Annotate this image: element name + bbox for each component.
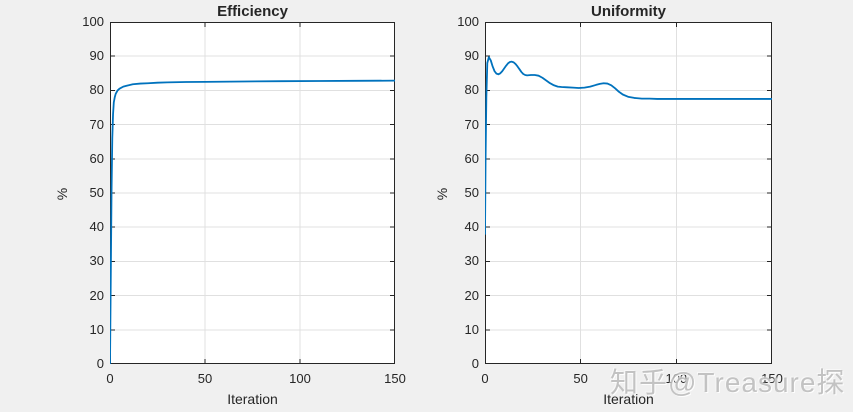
data-line [484,56,773,235]
y-tick-label: 80 [464,82,479,98]
x-tick-label: 50 [197,371,213,386]
y-tick-label: 90 [464,48,479,64]
efficiency-x-axis-label: Iteration [227,391,278,407]
uniformity-plot-area [484,21,773,365]
y-tick-label: 50 [464,185,479,200]
y-tick-label: 40 [89,219,104,235]
y-tick-label: 0 [96,356,104,371]
y-tick-label: 70 [464,116,479,132]
y-tick-label: 90 [89,48,104,64]
x-tick-label: 50 [573,371,588,386]
y-tick-label: 50 [89,185,104,200]
x-tick-label: 150 [384,371,406,386]
y-tick-label: 60 [464,150,479,166]
y-tick-label: 10 [464,321,479,337]
efficiency-chart-title: Efficiency [217,3,288,20]
x-tick-label: 0 [106,371,114,386]
x-tick-label: 100 [665,371,688,386]
y-tick-label: 10 [89,321,104,337]
y-tick-label: 0 [471,356,479,371]
y-tick-label: 70 [89,116,104,132]
uniformity-chart-title: Uniformity [591,3,666,20]
y-tick-label: 100 [82,14,104,29]
y-tick-label: 40 [464,219,479,235]
efficiency-plot-area [109,21,396,365]
y-tick-label: 30 [89,253,104,269]
efficiency-y-axis-label: % [54,187,70,201]
data-line [109,79,396,365]
y-tick-label: 20 [464,287,479,303]
y-tick-label: 80 [89,82,104,98]
y-tick-label: 60 [89,150,104,166]
y-tick-label: 100 [457,14,479,29]
x-tick-label: 100 [289,371,311,386]
y-tick-label: 30 [464,253,479,269]
x-tick-label: 150 [761,371,783,386]
x-tick-label: 0 [481,371,489,386]
y-tick-label: 20 [89,287,104,303]
uniformity-x-axis-label: Iteration [603,391,654,407]
